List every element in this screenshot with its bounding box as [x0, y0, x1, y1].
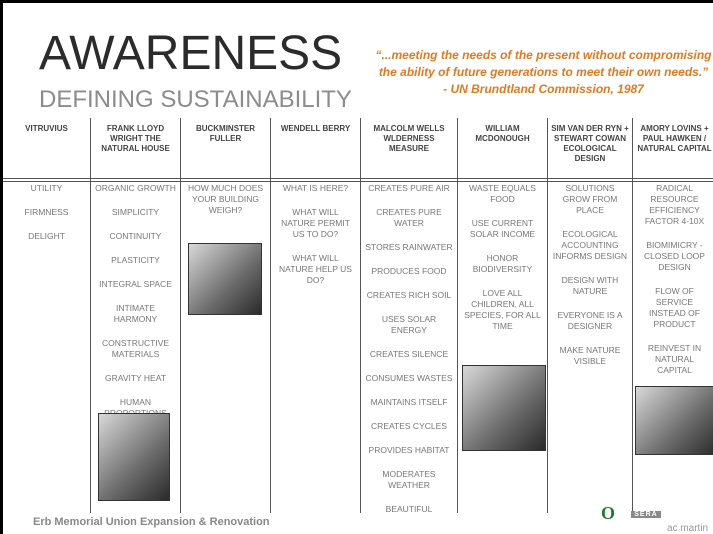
- item-list: WASTE EQUALS FOOD USE CURRENT SOLAR INCOM…: [458, 176, 547, 332]
- column: SIM VAN DER RYN + STEWART COWAN ECOLOGIC…: [548, 118, 633, 513]
- item: ECOLOGICAL ACCOUNTING INFORMS DESIGN: [552, 229, 628, 261]
- item: CREATES CYCLES: [371, 421, 447, 431]
- quote: “...meeting the needs of the present wit…: [371, 47, 713, 98]
- item-list: RADICAL RESOURCE EFFICIENCY FACTOR 4-10X…: [633, 176, 713, 376]
- column: WENDELL BERRY WHAT IS HERE? WHAT WILL NATU…: [271, 118, 361, 513]
- item: WHAT WILL NATURE HELP US DO?: [279, 253, 352, 285]
- photo: [462, 365, 546, 451]
- item: SIMPLICITY: [111, 207, 160, 217]
- item: UTILITY: [30, 183, 63, 193]
- item: INTEGRAL SPACE: [99, 279, 172, 289]
- rule: [3, 178, 713, 179]
- column-heading: WENDELL BERRY: [280, 124, 351, 133]
- column: AMORY LOVINS + PAUL HAWKEN / NATURAL CAP…: [633, 118, 713, 513]
- item: HOW MUCH DOES YOUR BUILDING WEIGH?: [187, 183, 264, 215]
- photo: [98, 413, 170, 501]
- item: BEAUTIFUL: [385, 504, 433, 514]
- item: PLASTICITY: [111, 255, 160, 265]
- item: DESIGN WITH NATURE: [561, 275, 619, 296]
- item: MODERATES WEATHER: [382, 469, 436, 490]
- column-heading: MALCOLM WELLS WLDERNESS MEASURE: [373, 124, 445, 153]
- column: MALCOLM WELLS WLDERNESS MEASURE CREATES P…: [361, 118, 458, 515]
- item: CREATES SILENCE: [369, 349, 449, 359]
- item: BIOMIMICRY - CLOSED LOOP DESIGN: [644, 240, 705, 272]
- item: PRODUCES FOOD: [371, 266, 447, 276]
- item: LOVE ALL CHILDREN, ALL SPECIES, FOR ALL …: [464, 288, 541, 331]
- quote-line: “...meeting the needs of the present wit…: [375, 48, 712, 62]
- item: GRAVITY HEAT: [105, 373, 166, 383]
- column: WILLIAM MCDONOUGH WASTE EQUALS FOOD USE CU…: [458, 118, 548, 513]
- logo: O: [601, 503, 616, 523]
- item: PROVIDES HABITAT: [368, 445, 450, 455]
- item: USE CURRENT SOLAR INCOME: [469, 218, 536, 239]
- item: EVERYONE IS A DESIGNER: [557, 310, 623, 331]
- item: WASTE EQUALS FOOD: [469, 183, 536, 204]
- item-list: HOW MUCH DOES YOUR BUILDING WEIGH?: [181, 176, 270, 216]
- item: WHAT WILL NATURE PERMIT US TO DO?: [281, 207, 350, 239]
- column: BUCKMINSTER FULLER HOW MUCH DOES YOUR BUI…: [181, 118, 271, 513]
- item-list: SOLUTIONS GROW FROM PLACE ECOLOGICAL ACCO…: [548, 176, 632, 367]
- item: SOLUTIONS GROW FROM PLACE: [562, 183, 618, 215]
- photo: [188, 243, 262, 315]
- item: CONTINUITY: [109, 231, 162, 241]
- item: CREATES PURE WATER: [376, 207, 442, 228]
- column-heading: BUCKMINSTER FULLER: [195, 124, 256, 143]
- column: VITRUVIUS UTILITY FIRMNESS DELIGHT: [3, 118, 91, 513]
- item: REINVEST IN NATURAL CAPITAL: [647, 343, 702, 375]
- item: STORES RAINWATER: [365, 242, 453, 252]
- rule: [3, 181, 713, 182]
- item: RADICAL RESOURCE EFFICIENCY FACTOR 4-10X: [644, 183, 705, 226]
- item: FIRMNESS: [24, 207, 69, 217]
- item-list: ORGANIC GROWTH SIMPLICITY CONTINUITY PLASTI…: [91, 176, 180, 419]
- photo: [635, 386, 713, 455]
- subtitle: DEFINING SUSTAINABILITY: [39, 86, 352, 113]
- item: DELIGHT: [28, 231, 65, 241]
- column-heading: AMORY LOVINS + PAUL HAWKEN / NATURAL CAP…: [637, 124, 712, 153]
- column-heading: WILLIAM MCDONOUGH: [475, 124, 530, 143]
- column: FRANK LLOYD WRIGHT THE NATURAL HOUSE ORGA…: [91, 118, 181, 513]
- item-list: UTILITY FIRMNESS DELIGHT: [3, 176, 90, 242]
- footer: Erb Memorial Union Expansion & Renovatio…: [33, 516, 270, 528]
- item: ORGANIC GROWTH: [95, 183, 176, 193]
- item-list: WHAT IS HERE? WHAT WILL NATURE PERMIT US …: [271, 176, 360, 286]
- item-list: CREATES PURE AIR CREATES PURE WATER STORES…: [361, 176, 457, 515]
- quote-line: the ability of future generations to mee…: [378, 65, 709, 79]
- item: USES SOLAR ENERGY: [381, 314, 437, 335]
- item: INTIMATE HARMONY: [113, 303, 158, 324]
- item: MAINTAINS ITSELF: [370, 397, 448, 407]
- item: MAKE NATURE VISIBLE: [559, 345, 621, 366]
- item: FLOW OF SERVICE INSTEAD OF PRODUCT: [648, 286, 700, 329]
- item: CREATES RICH SOIL: [366, 290, 452, 300]
- item: WHAT IS HERE?: [282, 183, 349, 193]
- item: CREATES PURE AIR: [368, 183, 450, 193]
- logo: ac martin: [667, 523, 709, 534]
- logo: SERA: [631, 511, 661, 518]
- column-heading: VITRUVIUS: [25, 124, 68, 133]
- column-heading: SIM VAN DER RYN + STEWART COWAN ECOLOGIC…: [551, 124, 629, 163]
- item: HONOR BIODIVERSITY: [472, 253, 533, 274]
- item: CONSUMES WASTES: [365, 373, 453, 383]
- title: AWARENESS: [39, 27, 343, 80]
- item: CONSTRUCTIVE MATERIALS: [101, 338, 170, 359]
- quote-line: - UN Brundtland Commission, 1987: [443, 82, 644, 96]
- column-heading: FRANK LLOYD WRIGHT THE NATURAL HOUSE: [101, 124, 170, 153]
